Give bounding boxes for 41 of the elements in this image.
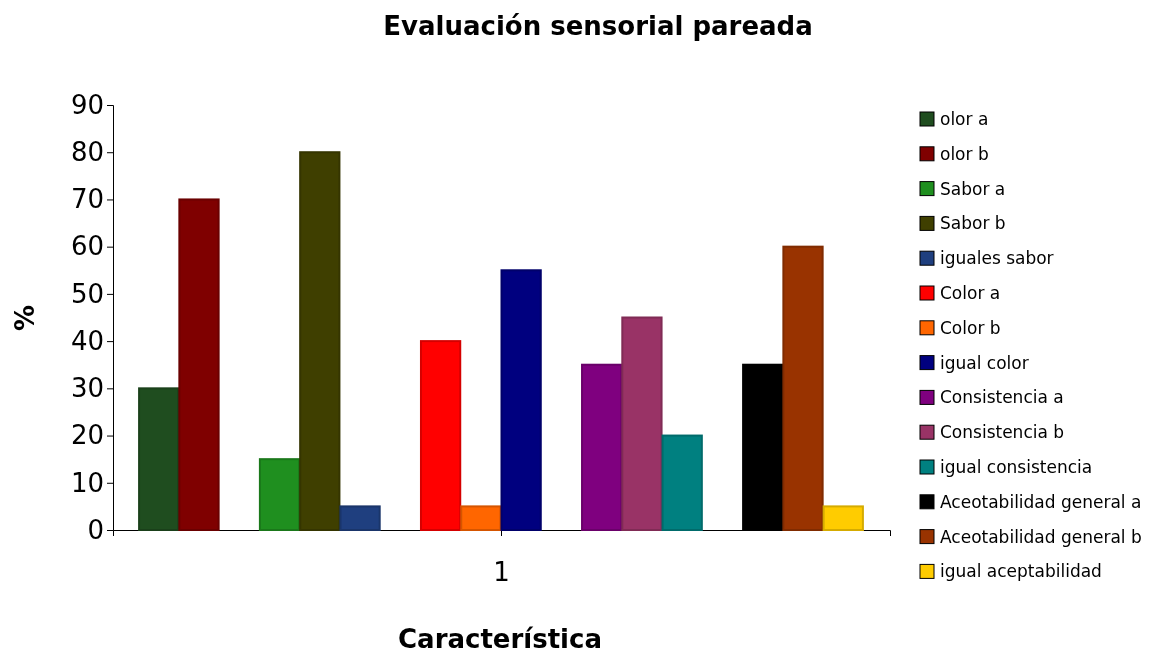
legend-label: Color a	[940, 283, 1001, 303]
y-tick-label: 80	[70, 137, 104, 168]
legend-label: Color b	[940, 317, 1001, 338]
legend-label: igual consistencia	[940, 457, 1093, 477]
y-tick-label: 40	[70, 325, 104, 356]
y-tick-label: 50	[70, 278, 104, 309]
bar	[500, 269, 542, 531]
legend-label: Sabor a	[940, 178, 1006, 199]
legend-label: Aceotabilidad general b	[940, 526, 1142, 547]
x-tick-label: 1	[493, 556, 510, 587]
bar	[621, 316, 663, 531]
legend-label: igual aceptabilidad	[940, 561, 1102, 582]
y-tick-label: 70	[70, 184, 104, 215]
bar	[339, 505, 381, 531]
bar	[299, 151, 341, 531]
y-tick-label: 90	[70, 89, 104, 120]
bar	[419, 340, 462, 531]
y-tick-label: 0	[87, 514, 104, 545]
legend-label: igual color	[940, 352, 1029, 373]
bar	[581, 363, 623, 531]
legend-label: iguales sabor	[940, 248, 1054, 269]
bar	[460, 505, 502, 531]
legend-label: Sabor b	[940, 213, 1006, 234]
bar	[178, 198, 220, 531]
bar	[258, 458, 301, 531]
y-tick-label: 60	[70, 231, 104, 262]
bar	[661, 434, 703, 531]
y-axis-title: %	[10, 304, 40, 332]
y-tick-label: 20	[70, 420, 104, 451]
legend-label: olor a	[940, 109, 989, 129]
bar	[138, 387, 180, 531]
legend-label: olor b	[940, 143, 989, 164]
x-axis-title: Característica	[398, 624, 602, 654]
legend-label: Consistencia b	[940, 422, 1065, 443]
y-tick-label: 30	[70, 373, 104, 404]
bar	[822, 505, 864, 531]
chart-title: Evaluación sensorial pareada	[383, 11, 813, 41]
legend-label: Aceotabilidad general a	[940, 491, 1142, 512]
legend-label: Consistencia a	[940, 387, 1064, 408]
bar	[782, 245, 824, 531]
y-tick-label: 10	[70, 467, 104, 498]
